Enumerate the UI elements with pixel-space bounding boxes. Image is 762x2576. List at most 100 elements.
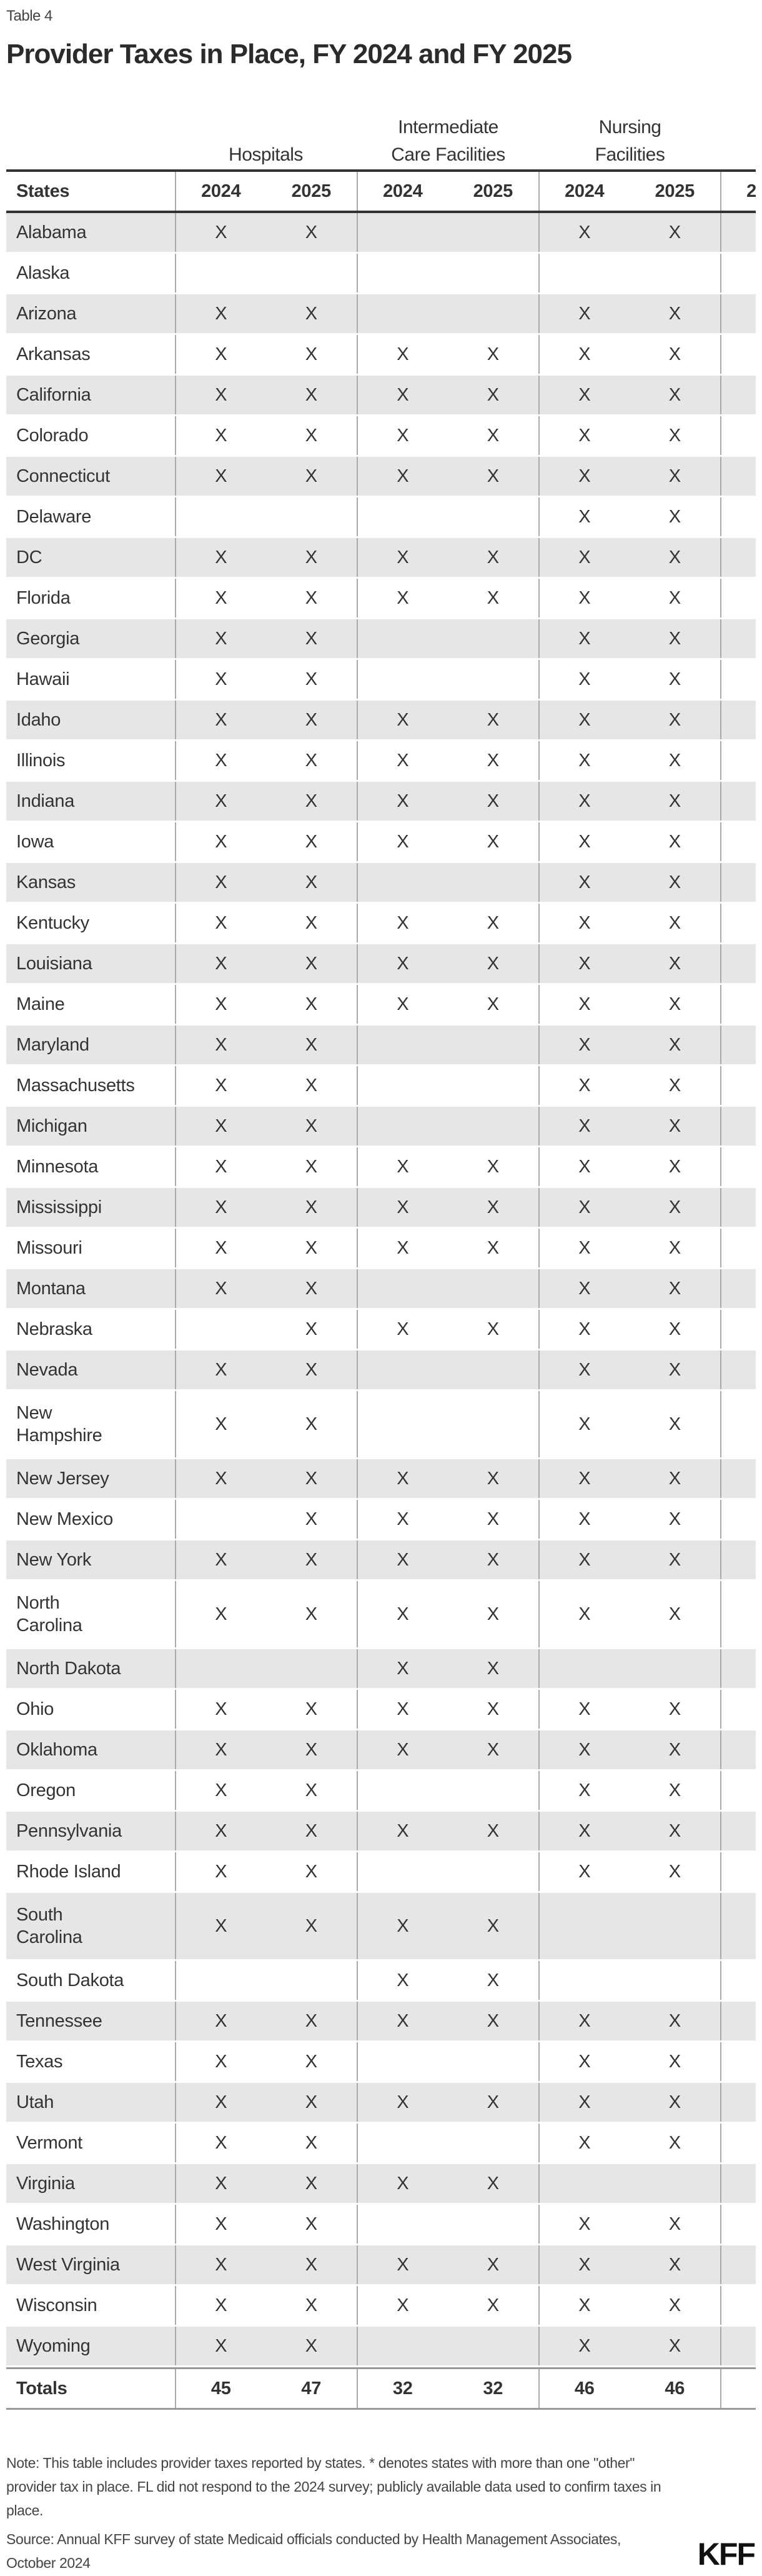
page-title: Provider Taxes in Place, FY 2024 and FY … (6, 39, 572, 69)
tax-cell: X (305, 384, 317, 405)
tax-cell (448, 2205, 539, 2244)
tax-cell (448, 2124, 539, 2162)
tax-cell: X (175, 1026, 266, 1064)
tax-cell: X (357, 1690, 448, 1729)
tax-cell: X (357, 2002, 448, 2040)
tax-cell: X (487, 2010, 499, 2031)
tax-cell: X (175, 376, 266, 414)
tax-cell: X (668, 628, 681, 649)
state-name: Minnesota (16, 1157, 99, 1177)
table-row: Indiana X X X X X X (6, 782, 756, 822)
kff-logo: KFF (697, 2537, 756, 2572)
tax-cell (630, 1893, 721, 1959)
tax-cell: X (538, 782, 630, 821)
state-name: Pennsylvania (16, 1821, 122, 1841)
state-name: Indiana (16, 791, 75, 811)
state-name: South Carolina (16, 1905, 82, 1947)
tax-cell (720, 1459, 756, 1498)
tax-cell (720, 457, 756, 496)
tax-cell: X (487, 1156, 499, 1177)
tax-cell (720, 1581, 756, 1647)
table-row: Tennessee X X X X X X (6, 2002, 756, 2042)
header-year: 2024 (175, 172, 266, 211)
table-row: New York X X X X X X (6, 1540, 756, 1581)
tax-cell: X (538, 1310, 630, 1349)
state-name: Maine (16, 994, 65, 1014)
tax-cell: X (538, 660, 630, 699)
tax-cell: X (357, 1188, 448, 1227)
tax-cell (720, 1649, 756, 1688)
tax-cell (357, 2124, 448, 2162)
tax-cell (720, 1893, 756, 1959)
tax-cell (357, 2327, 448, 2365)
tax-cell (448, 254, 539, 292)
tax-cell: X (487, 2254, 499, 2275)
tax-cell (448, 619, 539, 658)
tax-cell: X (538, 1771, 630, 1810)
table-label: Table 4 (6, 7, 52, 24)
tax-cell: X (175, 2286, 266, 2325)
tax-cell: X (538, 376, 630, 414)
tax-cell: X (357, 538, 448, 577)
tax-cell: X (357, 1812, 448, 1850)
state-name: California (16, 385, 91, 405)
total-value: 46 (538, 2369, 630, 2408)
table-row: Texas X X X X (6, 2042, 756, 2083)
tax-cell: X (305, 587, 317, 608)
tax-cell: X (538, 1391, 630, 1457)
state-name: Kentucky (16, 913, 89, 933)
tax-cell (720, 660, 756, 699)
tax-cell (720, 1730, 756, 1769)
state-name: New York (16, 1550, 92, 1570)
tax-cell (720, 741, 756, 780)
column-group-headers: Hospitals Intermediate Care Facilities N… (0, 106, 756, 169)
tax-cell: X (175, 701, 266, 739)
tax-cell (448, 1066, 539, 1105)
state-name: Wisconsin (16, 2295, 97, 2315)
tax-cell (448, 2327, 539, 2365)
tax-cell (720, 1269, 756, 1308)
tax-cell (720, 1147, 756, 1186)
state-name: Hawaii (16, 669, 70, 689)
state-name: Kansas (16, 872, 76, 892)
state-name: Iowa (16, 832, 54, 852)
tax-cell: X (175, 1852, 266, 1891)
tax-cell: X (538, 1852, 630, 1891)
header-states: States (16, 181, 70, 201)
tax-cell: X (175, 1269, 266, 1308)
tax-cell: X (357, 1893, 448, 1959)
state-name: New Jersey (16, 1469, 109, 1489)
tax-cell: X (487, 709, 499, 730)
tax-cell (175, 497, 266, 536)
tax-cell: X (668, 1739, 681, 1760)
table-row: Michigan X X X X (6, 1107, 756, 1147)
state-name: Connecticut (16, 466, 110, 486)
tax-cell (630, 2164, 721, 2203)
tax-cell: X (668, 1156, 681, 1177)
tax-cell: X (305, 1468, 317, 1489)
tax-cell: X (305, 1319, 317, 1339)
tax-cell: X (668, 547, 681, 567)
tax-cell: X (357, 2286, 448, 2325)
tax-cell: X (668, 1116, 681, 1136)
tax-cell (720, 1391, 756, 1457)
tax-cell (357, 2042, 448, 2081)
tax-cell: X (175, 2327, 266, 2365)
tax-cell: X (668, 506, 681, 527)
tax-cell: X (668, 994, 681, 1014)
total-value: 46 (665, 2378, 685, 2399)
tax-cell: X (668, 2254, 681, 2275)
tax-cell: X (668, 1319, 681, 1339)
tax-cell: X (357, 701, 448, 739)
tax-cell (720, 1540, 756, 1579)
tax-cell (720, 2164, 756, 2203)
tax-cell: X (305, 1034, 317, 1055)
tax-cell: X (175, 1350, 266, 1389)
tax-cell: X (305, 425, 317, 446)
tax-cell: X (668, 466, 681, 486)
state-name: Arizona (16, 304, 77, 324)
state-name: Idaho (16, 710, 61, 730)
table-row: Kansas X X X X (6, 863, 756, 904)
table-row: North Carolina X X X X X X (6, 1581, 756, 1649)
tax-cell: X (175, 2164, 266, 2203)
